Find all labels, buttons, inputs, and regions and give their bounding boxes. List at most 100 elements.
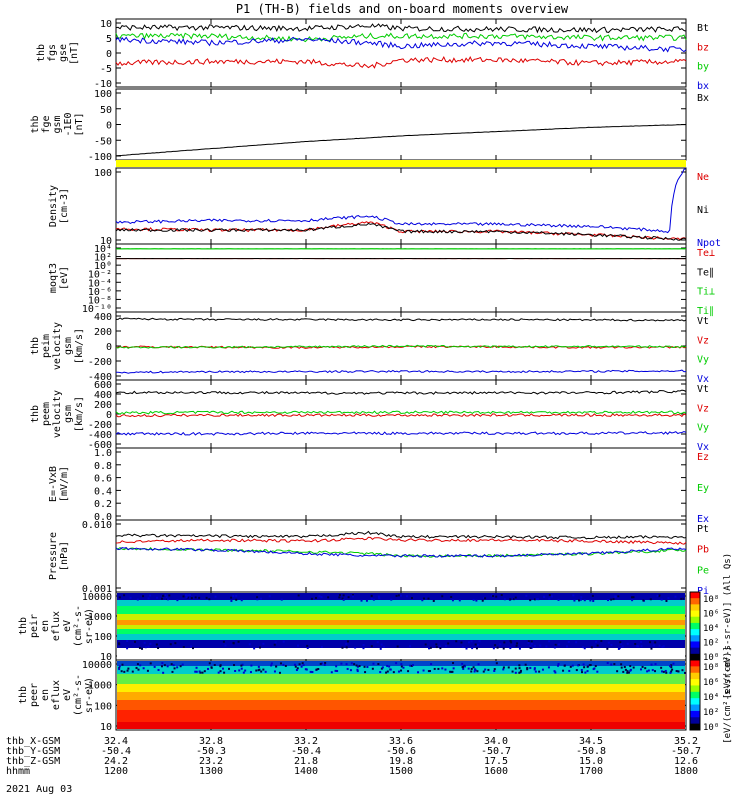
colorbar-tick-label: 10⁶ bbox=[703, 678, 719, 688]
y-tick-label: -50 bbox=[94, 136, 112, 147]
y-axis-label: thb bbox=[18, 617, 29, 635]
spectrogram-speckle bbox=[240, 664, 243, 667]
spectrogram-speckle bbox=[518, 667, 521, 670]
spectrogram-speckle bbox=[677, 670, 680, 673]
spectrogram-speckle bbox=[382, 645, 385, 648]
spectrogram-speckle bbox=[620, 642, 623, 645]
spectrogram-speckle bbox=[502, 668, 505, 671]
spectrogram-speckle bbox=[592, 599, 595, 602]
spectrogram-speckle bbox=[240, 667, 243, 670]
y-tick-label: 0.2 bbox=[94, 499, 112, 510]
y-axis-label: eflux bbox=[51, 680, 62, 710]
spectrogram-speckle bbox=[147, 597, 150, 600]
y-axis-label: [cm-3] bbox=[59, 188, 70, 224]
spectrogram-speckle bbox=[458, 599, 461, 602]
spectrogram-speckle bbox=[473, 670, 476, 673]
spectrogram-speckle bbox=[166, 598, 169, 601]
spectrogram-speckle bbox=[548, 640, 551, 643]
spectrogram-speckle bbox=[217, 671, 220, 674]
x-axis-tick-value: -50.8 bbox=[576, 746, 606, 757]
spectrogram-speckle bbox=[134, 640, 137, 643]
spectrogram-speckle bbox=[157, 668, 160, 671]
spectrogram-speckle bbox=[182, 595, 185, 598]
colorbar-segment bbox=[690, 592, 700, 599]
spectrogram-speckle bbox=[626, 670, 629, 673]
y-tick-label: 1000 bbox=[88, 612, 112, 623]
y-tick-label: 10 bbox=[100, 652, 112, 663]
y-tick-label: 10⁻⁸ bbox=[88, 295, 112, 306]
spectrogram-speckle bbox=[358, 665, 361, 668]
spectrogram-speckle bbox=[199, 671, 202, 674]
spectrogram-speckle bbox=[477, 663, 480, 666]
spectrogram-speckle bbox=[380, 667, 383, 670]
series-group-peem bbox=[115, 389, 687, 436]
spectrogram-band bbox=[117, 634, 685, 640]
spectrogram-speckle bbox=[496, 646, 499, 649]
legend-entry: Pb bbox=[697, 545, 709, 556]
spectrogram-speckle bbox=[169, 643, 172, 646]
y-tick-label: 10⁻¹⁰ bbox=[82, 304, 112, 315]
spectrogram-speckle bbox=[293, 663, 296, 666]
colorbar-label: [eV/(cm²-s-sr-eV)] bbox=[723, 646, 733, 744]
spectrogram-speckle bbox=[296, 667, 299, 670]
spectrogram-speckle bbox=[525, 594, 528, 597]
spectrogram-speckle bbox=[548, 597, 551, 600]
spectrogram-speckle bbox=[557, 664, 560, 667]
spectrogram-speckle bbox=[586, 665, 589, 668]
spectrogram-speckle bbox=[620, 666, 623, 669]
spectrogram-speckle bbox=[190, 597, 193, 600]
legend-entry: Vx bbox=[697, 442, 709, 453]
x-axis-tick-value: 32.4 bbox=[104, 736, 128, 747]
spectrogram-speckle bbox=[120, 670, 123, 673]
spectrogram-speckle bbox=[596, 670, 599, 673]
spectrogram-speckle bbox=[631, 596, 634, 599]
legend-entry: Vy bbox=[697, 355, 709, 366]
spectrogram-speckle bbox=[362, 644, 365, 647]
colorbar-segment bbox=[690, 710, 700, 718]
spectrogram-speckle bbox=[557, 662, 560, 665]
spectrogram-speckle bbox=[607, 641, 610, 644]
spectrogram-speckle bbox=[170, 663, 173, 666]
spectrogram-speckle bbox=[194, 670, 197, 673]
spectrogram-speckle bbox=[144, 646, 147, 649]
spectrogram-speckle bbox=[314, 596, 317, 599]
spectrogram-speckle bbox=[575, 669, 578, 672]
colorbar-segment bbox=[690, 704, 700, 712]
colorbar-segment bbox=[690, 604, 700, 612]
spectrogram-speckle bbox=[258, 668, 261, 671]
spectrogram-speckle bbox=[370, 594, 373, 597]
colorbar-segment bbox=[690, 641, 700, 649]
spectrogram-speckle bbox=[495, 595, 498, 598]
spectrogram-speckle bbox=[141, 647, 144, 650]
spectrogram-speckle bbox=[409, 645, 412, 648]
spectrogram-speckle bbox=[474, 643, 477, 646]
spectrogram-speckle bbox=[649, 641, 652, 644]
y-tick-label: 10000 bbox=[82, 592, 112, 603]
x-axis-tick-value: 33.2 bbox=[294, 736, 318, 747]
spectrogram-speckle bbox=[553, 646, 556, 649]
x-axis-tick-value: 24.2 bbox=[104, 756, 128, 767]
spectrogram-speckle bbox=[238, 669, 241, 672]
spectrogram-speckle bbox=[136, 663, 139, 666]
x-axis-tick-value: 19.8 bbox=[389, 756, 413, 767]
spectrogram-speckle bbox=[533, 668, 536, 671]
spectrogram-speckle bbox=[660, 598, 663, 601]
legend-entry: bz bbox=[697, 42, 709, 53]
spectrogram-speckle bbox=[535, 598, 538, 601]
spectrogram-speckle bbox=[470, 670, 473, 673]
panel-pressure: 0.010 0.001 Pressure [nPa] Pt Pb Pe Pi bbox=[48, 519, 709, 597]
spectrogram-speckle bbox=[435, 646, 438, 649]
spectrogram-speckle bbox=[422, 669, 425, 672]
spectrogram-speckle bbox=[430, 663, 433, 666]
spectrogram-speckle bbox=[437, 667, 440, 670]
spectrogram-speckle bbox=[142, 595, 145, 598]
series-group-fge bbox=[115, 124, 686, 157]
spectrogram-speckle bbox=[670, 664, 673, 667]
spectrogram-speckle bbox=[617, 595, 620, 598]
legend-entry: Pe bbox=[697, 565, 709, 576]
spectrogram-speckle bbox=[160, 665, 163, 668]
spectrogram-speckle bbox=[386, 670, 389, 673]
spectrogram-speckle bbox=[596, 644, 599, 647]
spectrogram-band bbox=[117, 600, 685, 606]
spectrogram-speckle bbox=[640, 640, 643, 643]
